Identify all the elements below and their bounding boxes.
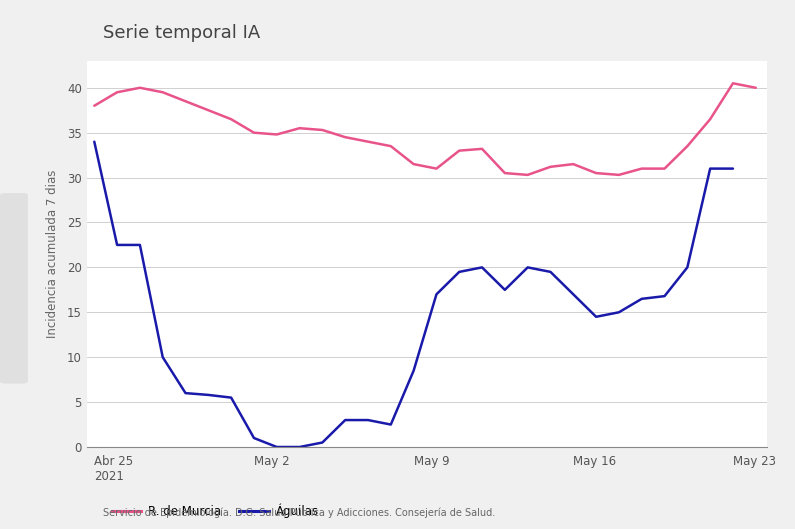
Legend: R. de Murcia, Águilas: R. de Murcia, Águilas [107, 499, 324, 523]
Text: Serie temporal IA: Serie temporal IA [103, 24, 261, 42]
Y-axis label: Incidencia acumulada 7 dias: Incidencia acumulada 7 dias [45, 170, 59, 338]
Text: Servicio de Epidemiología. D.G. Salud Pública y Adicciones. Consejería de Salud.: Servicio de Epidemiología. D.G. Salud Pú… [103, 507, 495, 518]
